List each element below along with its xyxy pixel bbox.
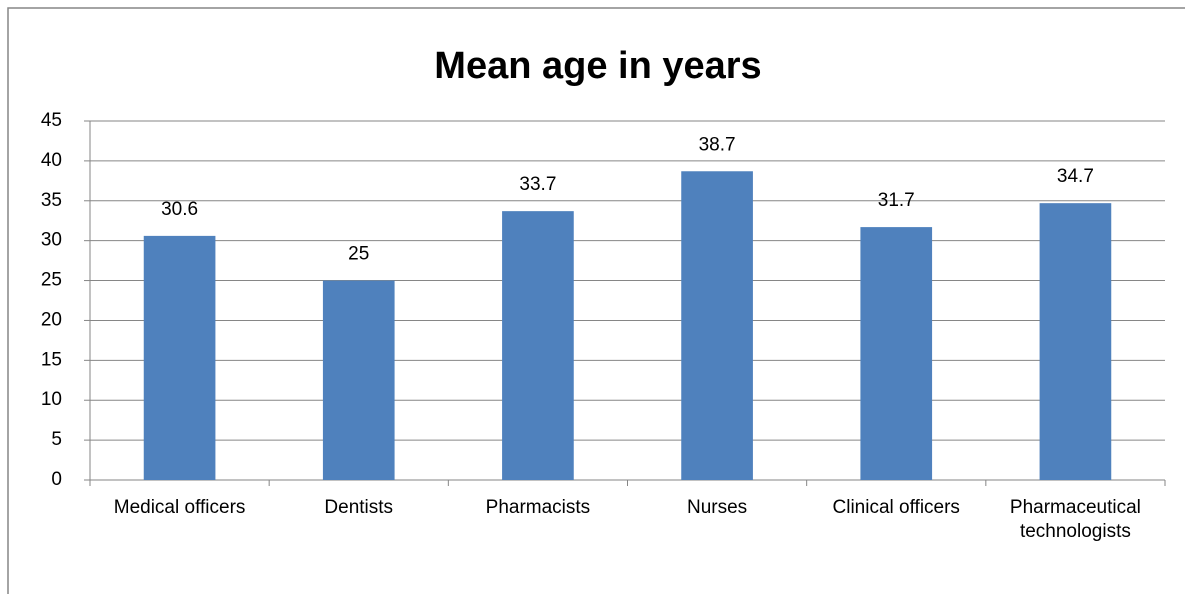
data-label: 30.6 xyxy=(161,199,198,220)
bar xyxy=(1039,203,1112,480)
chart-title: Mean age in years xyxy=(434,45,761,87)
y-tick-label: 20 xyxy=(41,309,62,330)
y-tick-label: 40 xyxy=(41,150,62,171)
data-label: 38.7 xyxy=(699,134,736,155)
x-tick-label: Clinical officers xyxy=(832,497,960,518)
y-tick-label: 35 xyxy=(41,190,62,211)
bar xyxy=(322,280,395,480)
bar xyxy=(681,171,753,480)
y-tick-label: 25 xyxy=(41,270,62,291)
y-tick-label: 5 xyxy=(51,429,62,450)
bar xyxy=(143,235,216,480)
data-label: 34.7 xyxy=(1057,166,1094,187)
x-tick-label: Pharmacists xyxy=(485,497,591,518)
y-tick-label: 10 xyxy=(41,389,62,410)
data-label: 25 xyxy=(348,244,369,265)
data-label: 31.7 xyxy=(878,190,915,211)
data-label: 33.7 xyxy=(519,174,556,195)
x-tick-label: Medical officers xyxy=(113,497,246,518)
y-tick-label: 45 xyxy=(41,110,62,131)
x-tick-label: Dentists xyxy=(324,497,394,518)
chart-border xyxy=(7,7,1185,594)
bar xyxy=(860,227,933,480)
bar xyxy=(502,211,574,480)
y-tick-label: 0 xyxy=(51,469,62,490)
y-tick-label: 30 xyxy=(41,230,62,251)
x-tick-label: Pharmaceutical technologists xyxy=(1009,497,1141,542)
y-tick-label: 15 xyxy=(41,349,62,370)
x-tick-label: Nurses xyxy=(686,497,748,518)
